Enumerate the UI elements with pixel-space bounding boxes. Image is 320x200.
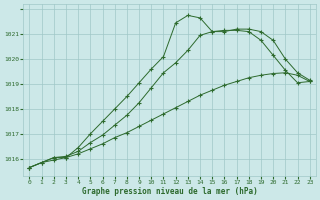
X-axis label: Graphe pression niveau de la mer (hPa): Graphe pression niveau de la mer (hPa) (82, 187, 258, 196)
